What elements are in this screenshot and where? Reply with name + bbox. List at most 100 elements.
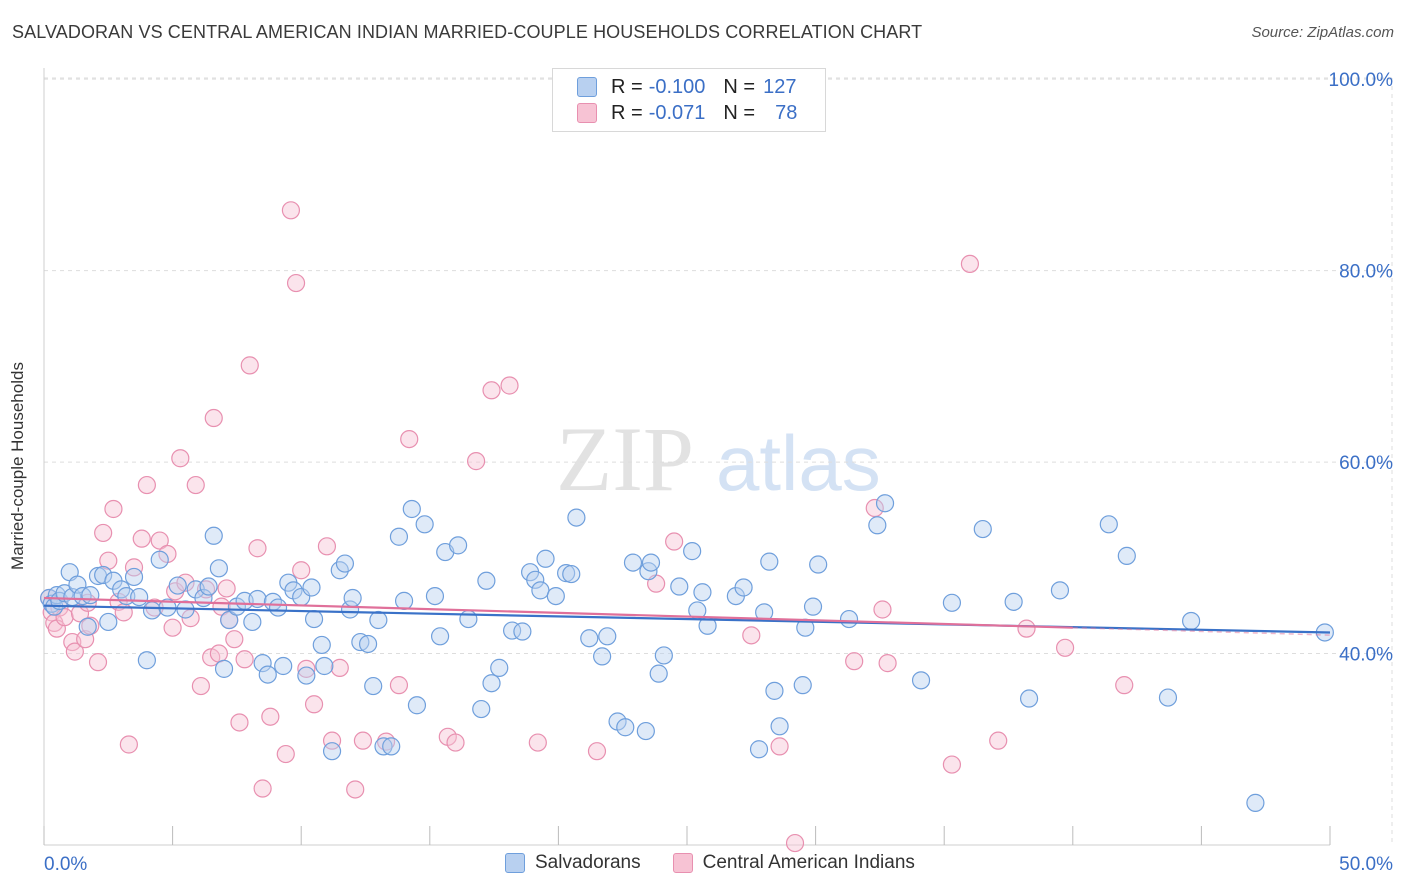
legend-n-value: 78 — [775, 101, 798, 124]
data-point-salvadorans — [1246, 793, 1265, 812]
data-point-central-american-indians — [235, 650, 254, 669]
data-point-central-american-indians — [94, 523, 113, 543]
data-point-central-american-indians — [119, 735, 138, 754]
data-point-central-american-indians — [276, 744, 295, 764]
legend-n-label: N = — [723, 101, 756, 124]
data-point-salvadorans — [448, 536, 468, 555]
data-point-central-american-indians — [230, 713, 249, 732]
chart-title: SALVADORAN VS CENTRAL AMERICAN INDIAN MA… — [12, 22, 923, 42]
data-point-salvadorans — [1099, 515, 1118, 534]
legend-n-label: N = — [723, 75, 756, 98]
watermark: ZIP atlas — [556, 408, 881, 510]
data-point-salvadorans — [358, 634, 378, 654]
data-point-salvadorans — [734, 578, 753, 597]
data-point-salvadorans — [253, 654, 272, 673]
data-point-central-american-indians — [261, 707, 280, 726]
data-point-salvadorans — [130, 587, 149, 607]
data-point-central-american-indians — [1017, 619, 1036, 638]
data-point-salvadorans — [809, 555, 828, 574]
legend-r-value: -0.071 — [648, 101, 706, 124]
series-legend-salvadorans: Salvadorans — [505, 852, 641, 874]
data-point-salvadorans — [394, 591, 414, 610]
data-point-central-american-indians — [353, 731, 373, 750]
data-point-central-american-indians — [204, 408, 223, 428]
data-point-salvadorans — [593, 647, 612, 666]
data-point-central-american-indians — [292, 561, 311, 580]
data-point-central-american-indians — [99, 551, 118, 570]
data-point-salvadorans — [526, 570, 545, 589]
data-point-central-american-indians — [65, 642, 84, 661]
data-point-salvadorans — [477, 571, 496, 590]
data-point-salvadorans — [793, 676, 812, 695]
data-point-central-american-indians — [209, 644, 228, 663]
data-point-salvadorans — [482, 674, 501, 693]
legend-n-value: 127 — [763, 75, 797, 98]
y-tick-label: 40.0% — [1339, 645, 1393, 666]
data-point-central-american-indians — [137, 475, 156, 495]
data-point-salvadorans — [839, 609, 859, 629]
data-point-salvadorans — [911, 671, 931, 690]
x-tick-label: 50.0% — [1339, 854, 1393, 875]
series-swatch-blue — [505, 853, 525, 873]
data-point-salvadorans — [209, 559, 228, 578]
data-point-central-american-indians — [845, 652, 864, 671]
data-point-salvadorans — [546, 586, 565, 606]
data-point-salvadorans — [683, 542, 702, 561]
trend-extension-central-american-indians — [1072, 626, 1331, 636]
data-point-salvadorans — [374, 737, 393, 756]
data-point-central-american-indians — [389, 676, 409, 695]
data-point-salvadorans — [749, 740, 769, 759]
trend-line-salvadorans — [43, 604, 1331, 634]
data-point-salvadorans — [402, 499, 421, 519]
data-point-salvadorans — [389, 527, 409, 546]
data-point-central-american-indians — [317, 537, 337, 556]
data-point-salvadorans — [531, 581, 550, 600]
data-point-salvadorans — [68, 575, 87, 594]
correlation-legend: R = -0.100 N = 127 R = -0.071 N = 78 — [552, 68, 826, 132]
data-point-salvadorans — [94, 565, 113, 585]
data-point-central-american-indians — [304, 695, 324, 714]
data-point-central-american-indians — [528, 733, 547, 752]
data-point-salvadorans — [315, 656, 334, 676]
series-legend: Salvadorans Central American Indians — [505, 852, 947, 874]
data-point-central-american-indians — [217, 579, 236, 598]
data-point-salvadorans — [580, 629, 599, 648]
data-point-salvadorans — [513, 622, 532, 641]
data-point-salvadorans — [459, 609, 478, 629]
data-point-salvadorans — [641, 553, 661, 572]
series-swatch-pink — [672, 853, 693, 873]
legend-row-central-american-indians: R = -0.071 N = 78 — [577, 101, 797, 125]
data-point-salvadorans — [490, 658, 509, 677]
data-point-salvadorans — [562, 564, 581, 584]
data-point-salvadorans — [430, 627, 450, 646]
trend-lines — [43, 596, 1331, 636]
y-tick-label: 80.0% — [1339, 262, 1393, 283]
data-point-salvadorans — [322, 742, 342, 761]
data-point-salvadorans — [297, 666, 316, 685]
data-point-central-american-indians — [873, 600, 892, 619]
data-point-salvadorans — [557, 564, 576, 583]
data-point-salvadorans — [168, 576, 187, 595]
legend-r-value: -0.100 — [648, 75, 706, 98]
data-point-salvadorans — [304, 609, 324, 629]
data-point-salvadorans — [1182, 611, 1201, 631]
data-point-central-american-indians — [186, 475, 205, 495]
series-name: Central American Indians — [702, 852, 915, 873]
data-point-salvadorans — [124, 567, 144, 587]
data-point-central-american-indians — [286, 273, 306, 293]
data-point-central-american-indians — [253, 779, 272, 798]
data-point-salvadorans — [99, 612, 118, 632]
data-point-central-american-indians — [88, 653, 108, 672]
data-point-salvadorans — [343, 588, 362, 608]
data-point-salvadorans — [142, 601, 162, 620]
data-point-central-american-indians — [240, 356, 259, 375]
data-point-central-american-indians — [150, 531, 169, 550]
data-point-salvadorans — [364, 676, 383, 696]
data-point-central-american-indians — [171, 449, 190, 468]
data-point-salvadorans — [942, 593, 962, 612]
series-legend-central-american-indians: Central American Indians — [672, 852, 915, 874]
series-name: Salvadorans — [535, 852, 641, 873]
data-point-salvadorans — [649, 664, 668, 683]
data-point-central-american-indians — [587, 742, 607, 761]
data-point-central-american-indians — [1115, 676, 1134, 695]
